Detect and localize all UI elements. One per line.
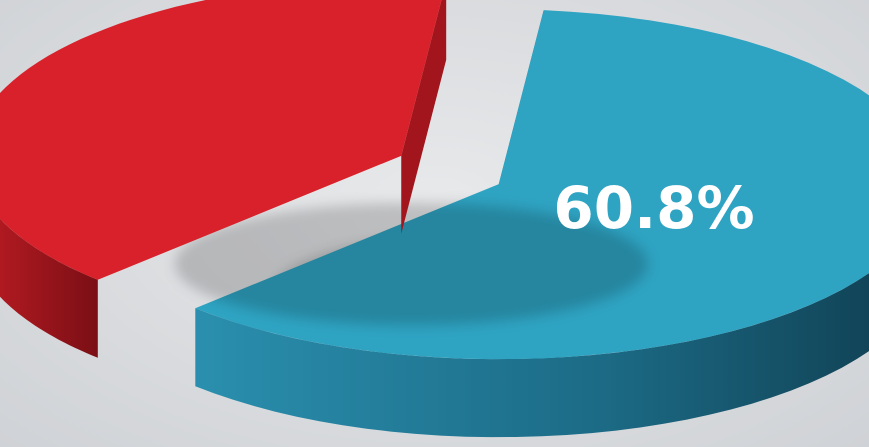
pie-slice-red-side <box>0 218 98 358</box>
pie-slice-blue-side <box>195 273 869 438</box>
pie-slice-red-shadow <box>174 202 648 326</box>
pie-slice-red-wall <box>401 0 447 234</box>
slice-label-blue: 60.8% <box>553 174 754 242</box>
pie-slice-red <box>0 0 648 358</box>
pie-slice-red-top <box>0 0 442 280</box>
